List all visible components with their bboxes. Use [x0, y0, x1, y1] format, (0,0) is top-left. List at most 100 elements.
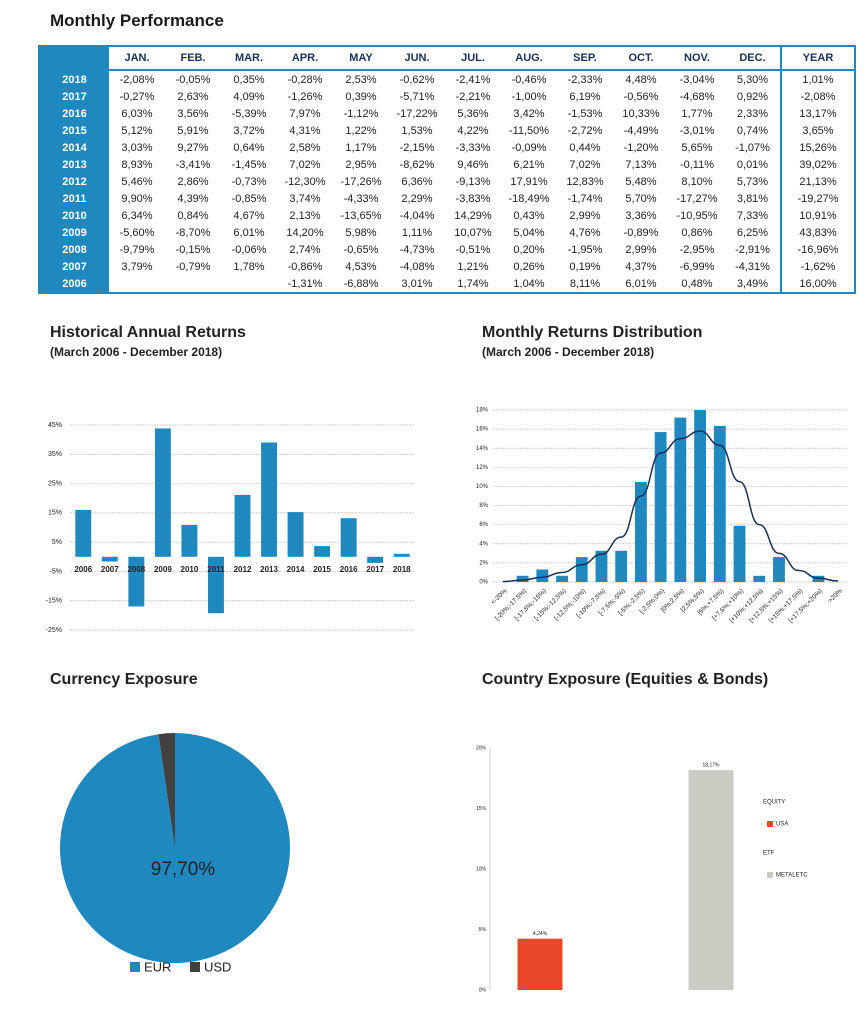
- cell: -9,13%: [455, 175, 491, 188]
- bar: [753, 575, 766, 582]
- cell: 3,56%: [177, 107, 209, 120]
- cell: -2,15%: [399, 141, 435, 154]
- x-tick-label: 2018: [393, 565, 411, 574]
- cell: 43,83%: [780, 224, 855, 241]
- bar: [128, 556, 145, 607]
- cell: -0,28%: [287, 73, 323, 86]
- legend-swatch: [190, 962, 200, 972]
- bar: [694, 410, 706, 582]
- performance-table: JAN. FEB. MAR. APR. MAY JUN. JUL. AUG. SEP. OCT. N…: [38, 45, 856, 294]
- cell: 4,48%: [625, 73, 657, 86]
- distribution-curve: [502, 430, 839, 583]
- x-tick-label: 2006: [74, 565, 92, 574]
- cell: -4,49%: [623, 124, 659, 137]
- cell: 3,01%: [401, 277, 433, 290]
- cell: 0,84%: [177, 209, 209, 222]
- cell: 39,02%: [780, 156, 855, 173]
- cell: -1,62%: [780, 258, 855, 275]
- x-tick-label: 2007: [101, 565, 119, 574]
- cell: 3,81%: [736, 192, 769, 205]
- bar: [393, 553, 410, 557]
- bar: [367, 556, 384, 563]
- cell: -1,31%: [287, 277, 323, 290]
- row-header: 2007: [39, 258, 109, 275]
- cell: 5,12%: [121, 124, 153, 137]
- cell: 7,02%: [569, 158, 601, 171]
- bar: [688, 770, 734, 990]
- x-tick-label: >20%: [827, 588, 844, 605]
- cell: 4,37%: [625, 260, 657, 273]
- cell: -0,62%: [399, 73, 435, 86]
- cell: 1,78%: [233, 260, 265, 273]
- chart-title: Historical Annual Returns: [50, 324, 246, 341]
- cell: 7,13%: [625, 158, 657, 171]
- y-tick-label: 4%: [479, 541, 488, 547]
- row-header: 2016: [39, 105, 109, 122]
- cell: -5,60%: [119, 226, 155, 239]
- bar: [314, 546, 331, 557]
- cell: 10,33%: [622, 107, 660, 120]
- legend-label: METALETC: [776, 873, 808, 879]
- cell: -4,04%: [399, 209, 435, 222]
- row: 2010 6,34% 0,84% 4,67% 2,13% -13,65% -4,04% 14,…: [39, 207, 855, 224]
- bar: [654, 432, 667, 582]
- x-tick-label: 2008: [127, 565, 145, 574]
- row-header: 2013: [39, 156, 109, 173]
- cell: -8,70%: [175, 226, 211, 239]
- cell: -0,09%: [511, 141, 547, 154]
- column-header: MAY: [333, 46, 389, 71]
- row: 2016 6,03% 3,56% -5,39% 7,97% -1,12% -17,22% 5,…: [39, 105, 855, 122]
- x-tick-label: 2011: [207, 565, 225, 574]
- cell: 3,74%: [289, 192, 321, 205]
- pie-slice: [158, 733, 175, 848]
- cell: -0,15%: [175, 243, 211, 256]
- x-tick-label: 2014: [287, 565, 305, 574]
- cell: -3,33%: [455, 141, 491, 154]
- cell: -0,11%: [679, 158, 715, 171]
- cell: 7,97%: [289, 107, 321, 120]
- column-header: OCT.: [613, 46, 669, 71]
- cell: -1,26%: [287, 90, 323, 103]
- y-tick-label: 15%: [48, 510, 62, 517]
- y-tick-label: 25%: [48, 480, 62, 487]
- cell: 2,33%: [736, 107, 769, 120]
- cell: 0,92%: [736, 90, 769, 103]
- cell: 16,00%: [780, 275, 855, 293]
- cell: 6,36%: [401, 175, 433, 188]
- cell: -0,85%: [231, 192, 267, 205]
- cell: -3,83%: [455, 192, 491, 205]
- column-header: FEB.: [165, 46, 221, 71]
- column-header: JUL.: [445, 46, 501, 71]
- cell: -9,79%: [119, 243, 155, 256]
- cell: -6,99%: [679, 260, 715, 273]
- cell: -19,27%: [780, 190, 855, 207]
- page-title: Monthly Performance: [50, 11, 224, 30]
- bar: [101, 556, 118, 562]
- header-row: JAN. FEB. MAR. APR. MAY JUN. JUL. AUG. SEP. OCT. N…: [39, 46, 855, 71]
- x-tick-label: <-20%: [490, 588, 509, 607]
- cell: 5,70%: [625, 192, 657, 205]
- y-tick-label: -15%: [46, 598, 62, 605]
- cell: -5,39%: [231, 107, 267, 120]
- row: 2013 8,93% -3,41% -1,45% 7,02% 2,95% -8,62% 9,4…: [39, 156, 855, 173]
- cell: 2,58%: [289, 141, 321, 154]
- y-tick-label: 18%: [476, 408, 489, 414]
- bar: [75, 509, 92, 557]
- cell: 6,34%: [121, 209, 153, 222]
- row-header: 2010: [39, 207, 109, 224]
- cell: 4,76%: [569, 226, 601, 239]
- cell: 1,01%: [780, 70, 855, 88]
- x-tick-label: 2016: [340, 565, 358, 574]
- cell: -17,22%: [396, 107, 438, 120]
- cell: -1,95%: [567, 243, 603, 256]
- cell: 17,91%: [510, 175, 548, 188]
- row-header: 2017: [39, 88, 109, 105]
- cell: -11,50%: [508, 124, 550, 137]
- y-tick-label: 14%: [476, 446, 489, 452]
- row-header: 2018: [39, 70, 109, 88]
- cell: 4,09%: [233, 90, 265, 103]
- cell: -0,51%: [455, 243, 491, 256]
- bar: [181, 524, 198, 557]
- cell: 14,20%: [286, 226, 324, 239]
- cell: -1,20%: [623, 141, 659, 154]
